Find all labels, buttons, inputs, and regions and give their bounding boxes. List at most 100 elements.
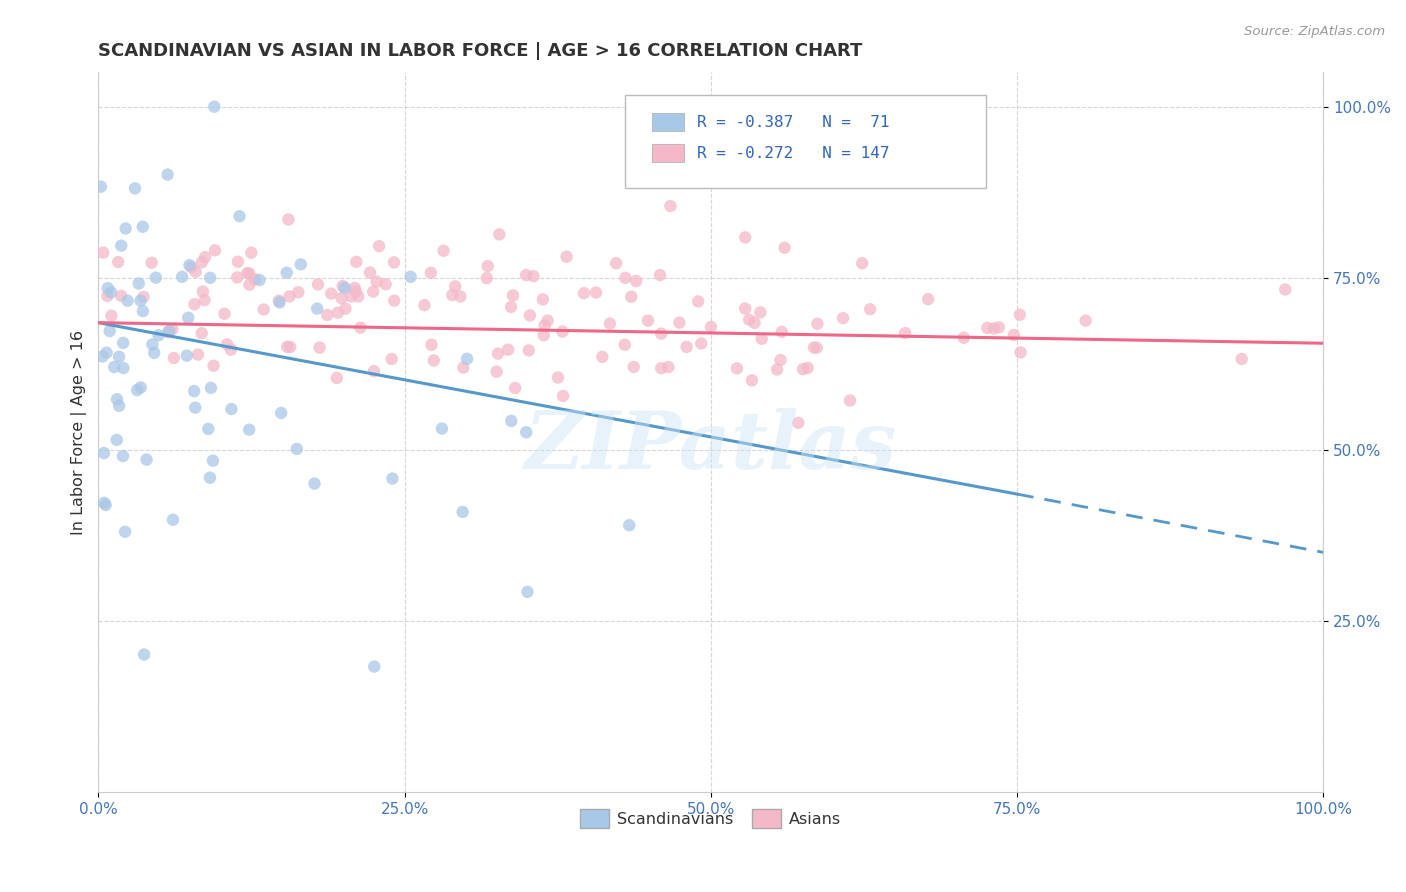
Point	[531, 293, 554, 307]
Point	[340, 289, 363, 303]
Point	[127, 383, 149, 397]
Point	[517, 343, 540, 358]
Point	[917, 292, 939, 306]
Point	[486, 346, 509, 360]
Point	[163, 351, 186, 365]
Text: SCANDINAVIAN VS ASIAN IN LABOR FORCE | AGE > 16 CORRELATION CHART: SCANDINAVIAN VS ASIAN IN LABOR FORCE | A…	[98, 42, 863, 60]
Point	[477, 259, 499, 273]
Point	[787, 416, 810, 430]
Point	[200, 381, 222, 395]
Point	[839, 393, 862, 408]
Point	[363, 659, 385, 673]
Point	[243, 272, 266, 286]
Point	[423, 353, 446, 368]
Point	[650, 326, 672, 341]
Point	[219, 343, 242, 357]
Point	[316, 308, 339, 322]
Point	[650, 361, 672, 376]
Point	[135, 452, 157, 467]
Point	[278, 289, 301, 303]
Point	[738, 312, 761, 326]
Point	[108, 350, 131, 364]
Point	[533, 328, 555, 343]
Point	[176, 349, 198, 363]
Point	[536, 313, 558, 327]
Point	[449, 289, 471, 303]
FancyBboxPatch shape	[652, 144, 683, 162]
Point	[321, 286, 343, 301]
Point	[110, 238, 132, 252]
Point	[453, 360, 475, 375]
Point	[430, 421, 453, 435]
Point	[156, 168, 179, 182]
Point	[806, 317, 828, 331]
Point	[111, 449, 134, 463]
Point	[700, 319, 723, 334]
Point	[419, 266, 441, 280]
Point	[413, 298, 436, 312]
Point	[444, 279, 467, 293]
Point	[278, 340, 301, 354]
Point	[551, 325, 574, 339]
Y-axis label: In Labor Force | Age > 16: In Labor Force | Age > 16	[72, 330, 87, 535]
Point	[983, 321, 1005, 335]
Point	[773, 241, 796, 255]
Point	[766, 362, 789, 376]
Point	[796, 360, 818, 375]
Point	[382, 293, 405, 308]
Point	[1008, 308, 1031, 322]
Point	[93, 496, 115, 510]
Point	[307, 277, 329, 292]
Point	[100, 285, 122, 300]
Point	[110, 289, 132, 303]
Point	[91, 350, 114, 364]
Point	[162, 322, 184, 336]
Point	[533, 318, 555, 333]
Point	[585, 285, 607, 300]
Point	[496, 343, 519, 357]
Point	[519, 309, 541, 323]
Point	[366, 275, 388, 289]
Point	[619, 518, 641, 533]
Point	[143, 346, 166, 360]
Point	[1274, 283, 1296, 297]
Point	[741, 373, 763, 387]
Point	[515, 268, 537, 282]
Point	[184, 265, 207, 279]
Point	[304, 476, 326, 491]
Point	[499, 300, 522, 314]
Point	[770, 325, 793, 339]
Point	[349, 320, 371, 334]
Point	[157, 324, 180, 338]
Text: ZIPatlas: ZIPatlas	[524, 408, 897, 485]
Point	[183, 384, 205, 399]
Point	[105, 433, 128, 447]
Point	[515, 425, 537, 440]
Point	[191, 285, 214, 299]
Point	[344, 285, 367, 299]
Point	[806, 341, 828, 355]
Point	[803, 341, 825, 355]
Point	[326, 371, 349, 385]
Point	[228, 209, 250, 223]
Point	[451, 505, 474, 519]
Text: Source: ZipAtlas.com: Source: ZipAtlas.com	[1244, 25, 1385, 38]
Point	[657, 359, 679, 374]
Point	[97, 281, 120, 295]
Point	[987, 320, 1010, 334]
Point	[253, 302, 276, 317]
Point	[96, 345, 118, 359]
Point	[725, 361, 748, 376]
Point	[624, 274, 647, 288]
FancyBboxPatch shape	[652, 112, 683, 131]
Point	[100, 309, 122, 323]
Point	[277, 212, 299, 227]
Point	[749, 305, 772, 319]
Point	[792, 362, 814, 376]
Point	[613, 337, 636, 351]
Point	[555, 250, 578, 264]
Point	[744, 316, 766, 330]
Point	[194, 293, 217, 308]
Point	[648, 268, 671, 282]
Point	[859, 302, 882, 317]
